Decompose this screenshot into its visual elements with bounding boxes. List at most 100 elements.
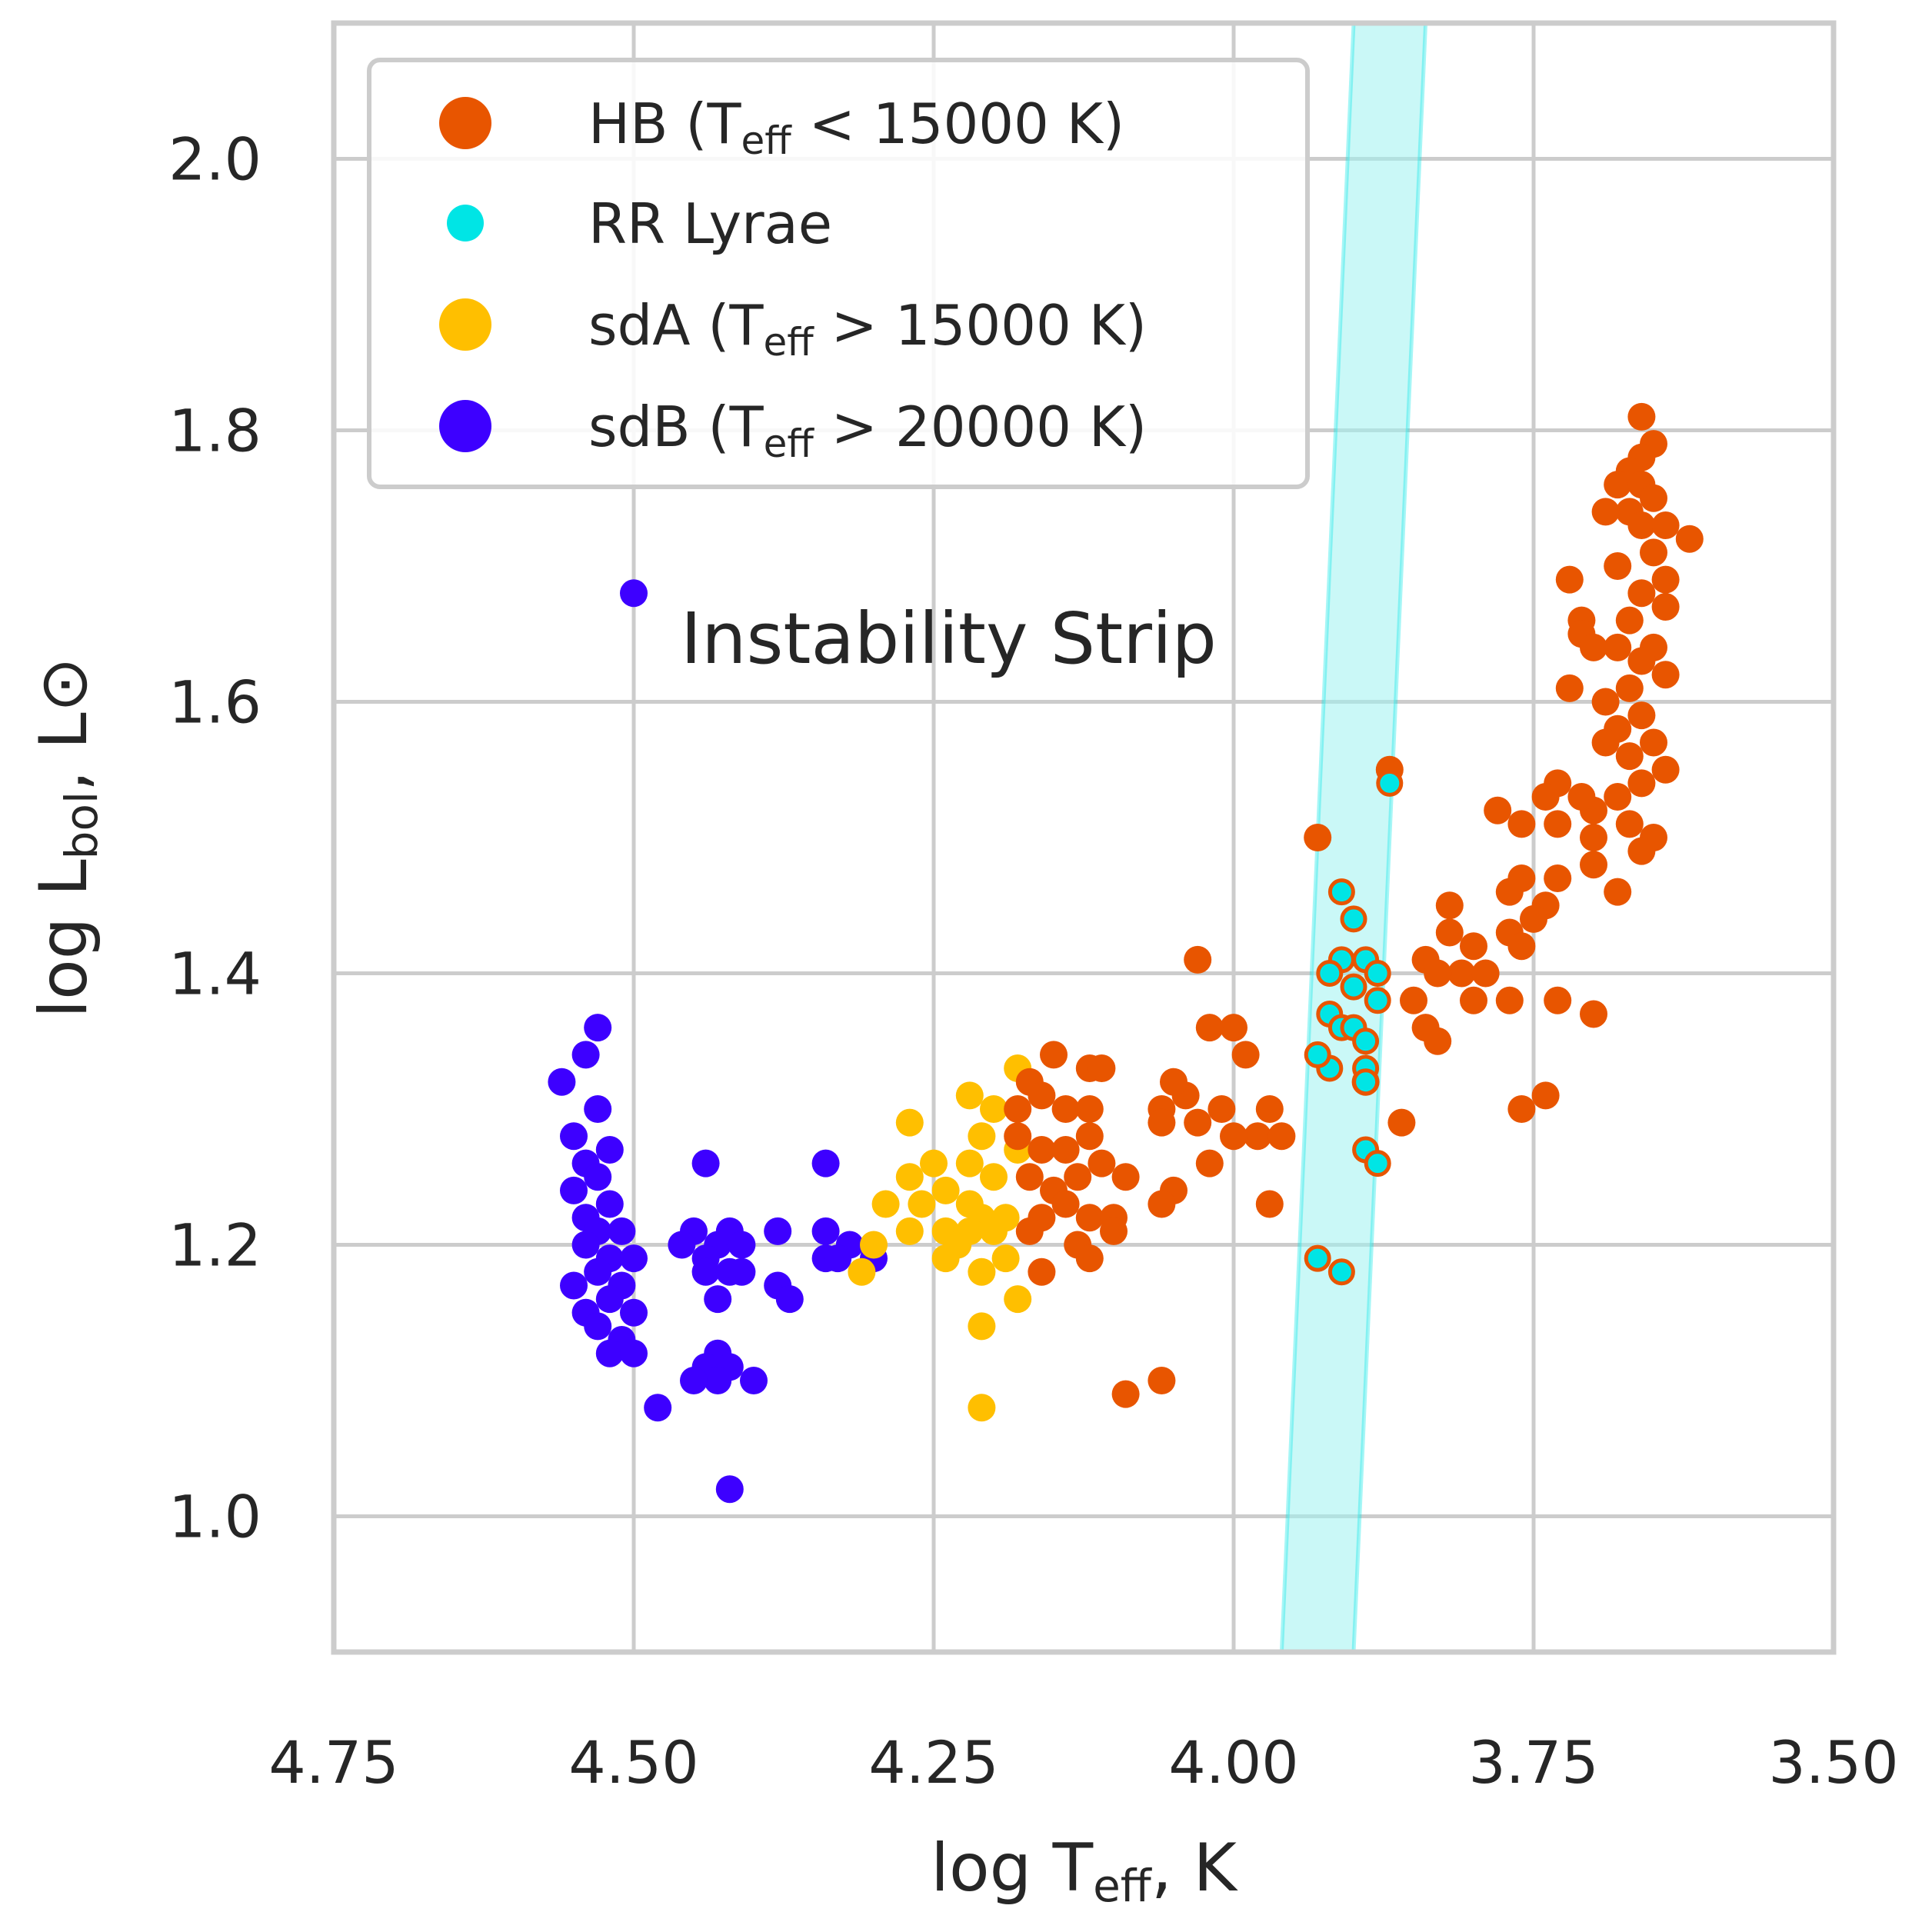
hb-point — [1460, 932, 1487, 961]
sdb-point — [584, 1257, 612, 1286]
sdb-point — [584, 1095, 612, 1123]
hb-point — [1040, 1041, 1068, 1069]
instability-strip-annotation: Instability Strip — [681, 598, 1217, 680]
hb-point — [1544, 986, 1572, 1014]
legend-label-main: RR Lyrae — [588, 192, 832, 256]
y-tick-labels: 1.0 1.2 1.4 1.6 1.8 2.0 — [168, 125, 261, 1551]
sda-point — [980, 1095, 1008, 1123]
hb-point — [1627, 701, 1656, 730]
hb-point — [1160, 1068, 1188, 1096]
hb-point — [1651, 755, 1680, 784]
sda-point — [1004, 1285, 1032, 1314]
hb-point — [1088, 1149, 1116, 1178]
x-tick-labels: 4.75 4.50 4.25 4.00 3.75 3.50 — [268, 1728, 1898, 1797]
hb-point — [1580, 824, 1607, 851]
sdb-point — [595, 1339, 624, 1367]
hb-point — [1267, 1122, 1296, 1151]
hb-point — [1640, 538, 1667, 567]
hb-point — [1255, 1095, 1284, 1123]
legend-box — [367, 58, 1310, 489]
hb-point — [1627, 402, 1656, 431]
sda-point — [968, 1394, 996, 1422]
hb-point — [1435, 891, 1464, 920]
sdb-point — [620, 579, 648, 608]
hb-point — [1651, 592, 1680, 621]
sdb-point — [560, 1176, 588, 1204]
hb-point — [1184, 945, 1212, 974]
rr-lyrae-point — [1376, 769, 1404, 797]
legend-label-tail: > 15000 K) — [814, 293, 1147, 358]
sda-point — [920, 1149, 948, 1178]
sda-point — [931, 1176, 960, 1204]
hb-point — [1604, 633, 1632, 661]
sda-point — [860, 1231, 888, 1259]
sdb-point — [740, 1367, 768, 1394]
sda-point — [980, 1163, 1008, 1191]
hb-point — [1604, 471, 1632, 499]
hb-point — [1591, 688, 1620, 716]
rr-lyrae-point — [1352, 1068, 1380, 1096]
legend-label-main: sdB (T — [588, 395, 764, 459]
x-tick-label: 4.75 — [268, 1728, 398, 1797]
sdb-point — [728, 1257, 756, 1286]
sdb-point — [824, 1244, 852, 1273]
hb-point — [1075, 1095, 1104, 1123]
rr-lyrae-point — [1364, 960, 1391, 987]
hb-point — [1075, 1204, 1104, 1232]
sdb-point — [680, 1367, 708, 1394]
hb-point — [1531, 783, 1560, 811]
hb-point — [1460, 986, 1487, 1014]
hb-point — [1471, 959, 1500, 988]
x-axis-label-main: log T — [931, 1830, 1093, 1907]
sdb-point — [584, 1014, 612, 1042]
legend: HB (Teff < 15000 K) RR Lyrae sdA (Teff > 1… — [367, 58, 1310, 489]
series-hb — [1004, 402, 1704, 1408]
hb-point — [1075, 1244, 1104, 1273]
sdb-point — [571, 1231, 600, 1259]
sdb-point — [775, 1285, 804, 1314]
sda-point — [895, 1163, 924, 1191]
hb-point — [1580, 1000, 1607, 1028]
y-axis-label-main: log L — [25, 859, 102, 1018]
legend-label-hb: HB (Teff < 15000 K) — [588, 92, 1124, 163]
sdb-point — [584, 1312, 612, 1341]
sdb-point — [691, 1149, 720, 1178]
hb-point — [1400, 986, 1427, 1014]
sdb-point — [560, 1271, 588, 1300]
rr-lyrae-point — [1327, 878, 1355, 906]
y-tick-label: 1.0 — [168, 1483, 261, 1551]
hb-point — [1580, 633, 1607, 661]
y-axis-label: log Lbol, L⊙ — [25, 657, 108, 1018]
y-tick-label: 1.8 — [168, 397, 261, 465]
hb-point — [1495, 878, 1524, 906]
sdb-point — [571, 1041, 600, 1069]
hb-point — [1004, 1095, 1032, 1123]
hb-point — [1651, 511, 1680, 540]
sdb-point — [644, 1394, 672, 1422]
hb-point — [1604, 783, 1632, 811]
legend-label-sda: sdA (Teff > 15000 K) — [588, 293, 1147, 365]
hb-point — [1531, 1081, 1560, 1110]
legend-label-main: sdA (T — [588, 293, 764, 358]
hb-point — [1604, 552, 1632, 580]
hb-point — [1520, 904, 1547, 933]
sdb-point — [728, 1231, 756, 1259]
sdb-point — [704, 1285, 732, 1314]
sda-point — [931, 1244, 960, 1273]
series-sda — [848, 1054, 1032, 1422]
hb-point — [1148, 1367, 1176, 1394]
hb-point — [1640, 484, 1667, 512]
series-rr-lyrae — [1304, 769, 1404, 1286]
hb-point — [1544, 864, 1572, 892]
hb-point — [1111, 1380, 1140, 1408]
hb-point — [1580, 851, 1607, 879]
legend-marker-hb — [439, 97, 491, 149]
hb-point — [1051, 1135, 1080, 1164]
hb-point — [1615, 674, 1644, 702]
hb-point — [1627, 837, 1656, 865]
hb-point — [1544, 810, 1572, 838]
sda-point — [895, 1217, 924, 1245]
hb-point — [1651, 661, 1680, 689]
sdb-point — [595, 1190, 624, 1218]
